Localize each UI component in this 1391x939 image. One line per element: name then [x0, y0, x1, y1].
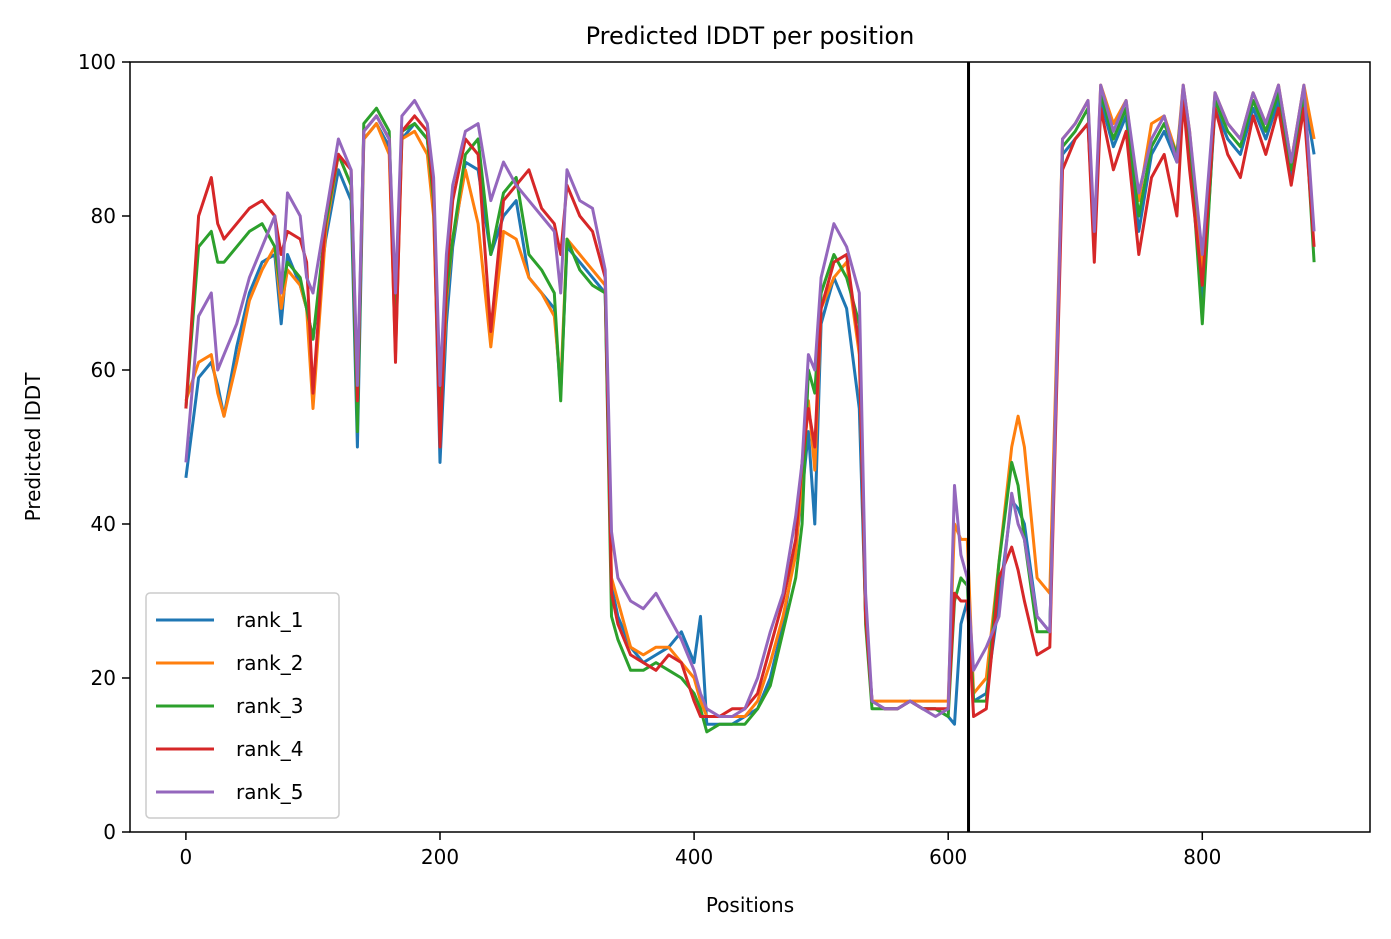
y-tick-label: 0: [103, 820, 116, 844]
legend-label-rank_5: rank_5: [236, 780, 303, 804]
plot-lines: [184, 83, 1316, 734]
legend: rank_1 rank_2 rank_3 rank_4 rank_5: [145, 592, 340, 819]
legend-label-rank_4: rank_4: [236, 737, 303, 761]
y-tick-label: 20: [91, 666, 116, 690]
y-tick-label: 100: [78, 50, 116, 74]
x-tick-label: 200: [421, 845, 459, 869]
legend-label-rank_2: rank_2: [236, 651, 303, 675]
x-axis: 0 200 400 600 800: [180, 832, 1221, 869]
y-axis: 0 20 40 60 80 100: [78, 50, 130, 844]
x-tick-label: 600: [929, 845, 967, 869]
y-tick-label: 40: [91, 512, 116, 536]
chart-title: Predicted lDDT per position: [586, 22, 915, 50]
x-tick-label: 0: [180, 845, 193, 869]
legend-label-rank_1: rank_1: [236, 608, 303, 632]
series-line-rank_5: [184, 83, 1316, 718]
plot-frame: [129, 61, 1371, 833]
y-axis-title: Predicted lDDT: [21, 372, 45, 522]
y-tick-label: 60: [91, 358, 116, 382]
x-tick-label: 800: [1183, 845, 1221, 869]
legend-box: [145, 592, 340, 819]
y-tick-label: 80: [91, 204, 116, 228]
x-axis-title: Positions: [706, 893, 794, 917]
legend-label-rank_3: rank_3: [236, 694, 303, 718]
x-tick-label: 400: [675, 845, 713, 869]
